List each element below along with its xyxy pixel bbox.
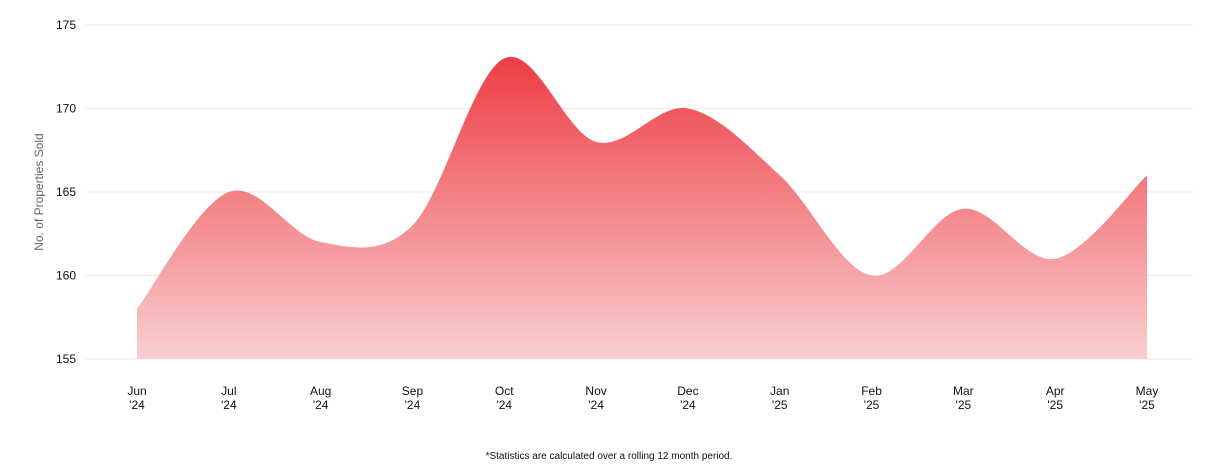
x-tick-label: Sep '24	[402, 384, 424, 412]
x-tick-label: Nov '24	[585, 384, 606, 412]
x-tick-label: Jan '25	[770, 384, 789, 412]
y-axis-ticks: 155 160 165 170 175	[56, 18, 76, 366]
y-axis-label: No. of Properties Sold	[32, 133, 46, 250]
y-tick-label: 170	[56, 102, 76, 116]
x-tick-label: Oct '24	[495, 384, 514, 412]
properties-sold-chart: 155 160 165 170 175 Jun '24 Jul '24 Aug '24 Sep '24…	[32, 18, 1193, 412]
x-tick-label: Dec '24	[677, 384, 698, 412]
x-tick-label: Jun '24	[127, 384, 146, 412]
x-tick-label: May '25	[1136, 384, 1159, 412]
x-tick-label: Mar '25	[953, 384, 974, 412]
x-tick-label: Feb '25	[861, 384, 882, 412]
footnote: *Statistics are calculated over a rollin…	[485, 451, 733, 462]
x-tick-label: Aug '24	[310, 384, 331, 412]
x-tick-label: Jul '24	[221, 384, 237, 412]
y-tick-label: 155	[56, 352, 76, 366]
x-tick-label: Apr '25	[1046, 384, 1065, 412]
y-tick-label: 165	[56, 185, 76, 199]
y-tick-label: 160	[56, 269, 76, 283]
x-axis-ticks: Jun '24 Jul '24 Aug '24 Sep '24 Oct '24 Nov '24 Dec '…	[127, 384, 1158, 412]
y-tick-label: 175	[56, 18, 76, 32]
sold-area	[137, 56, 1147, 359]
